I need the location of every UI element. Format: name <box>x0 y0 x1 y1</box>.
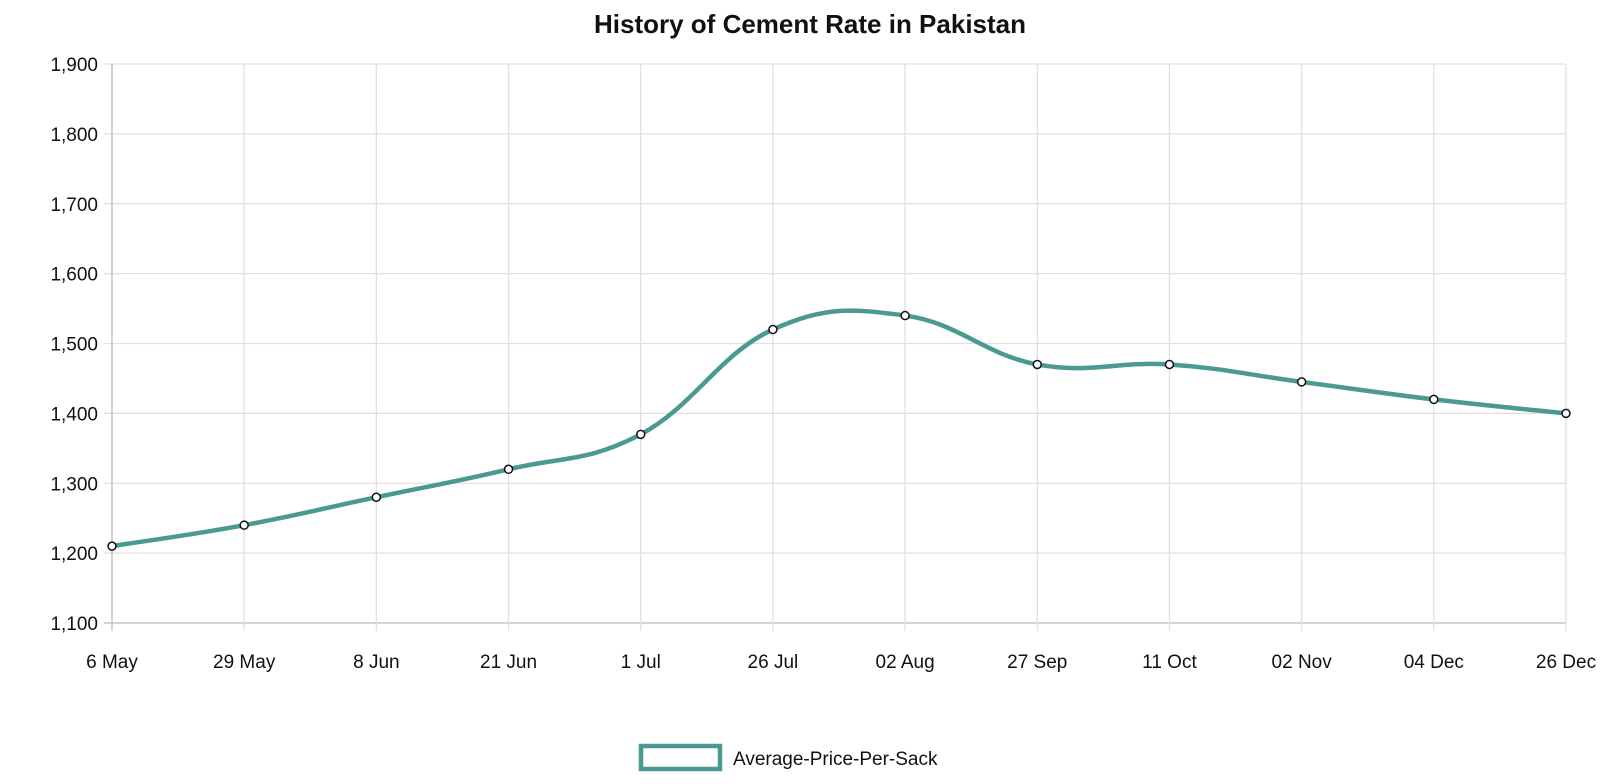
x-tick-label: 02 Nov <box>1272 652 1333 673</box>
legend[interactable]: Average-Price-Per-Sack <box>638 743 938 772</box>
data-point <box>107 541 117 551</box>
y-tick-label: 1,600 <box>50 265 98 286</box>
x-tick-label: 29 May <box>213 652 276 673</box>
x-tick-label: 02 Aug <box>876 652 935 673</box>
y-tick-label: 1,100 <box>50 614 98 635</box>
series-line <box>111 308 1567 549</box>
y-tick-label: 1,200 <box>50 544 98 565</box>
y-tick-label: 1,700 <box>50 195 98 216</box>
x-tick-label: 04 Dec <box>1404 652 1464 673</box>
y-tick-label: 1,500 <box>50 335 98 356</box>
x-tick-label: 1 Jul <box>621 652 661 673</box>
y-tick-label: 1,400 <box>50 404 98 425</box>
x-tick-label: 8 Jun <box>353 652 399 673</box>
data-point <box>1032 359 1043 370</box>
data-point <box>371 492 382 502</box>
y-tick-label: 1,900 <box>50 55 98 76</box>
data-point <box>635 429 646 440</box>
x-tick-label: 27 Sep <box>1007 652 1067 673</box>
data-point <box>1164 359 1175 370</box>
data-point <box>1429 394 1439 405</box>
data-point <box>900 310 910 321</box>
legend-label: Average-Price-Per-Sack <box>733 749 938 770</box>
legend-swatch <box>638 743 723 772</box>
chart-title: History of Cement Rate in Pakistan <box>594 9 1026 39</box>
data-point <box>503 464 514 475</box>
x-tick-label: 21 Jun <box>480 652 537 673</box>
x-tick-label: 26 Dec <box>1536 652 1596 673</box>
data-point <box>1561 408 1571 419</box>
y-tick-label: 1,800 <box>50 125 98 146</box>
data-point <box>768 324 778 335</box>
data-point <box>239 520 249 530</box>
x-tick-label: 26 Jul <box>748 652 799 673</box>
x-tick-label: 6 May <box>86 652 138 673</box>
x-tick-label: 11 Oct <box>1142 652 1197 673</box>
y-tick-label: 1,300 <box>50 474 98 495</box>
data-point <box>1296 377 1307 387</box>
